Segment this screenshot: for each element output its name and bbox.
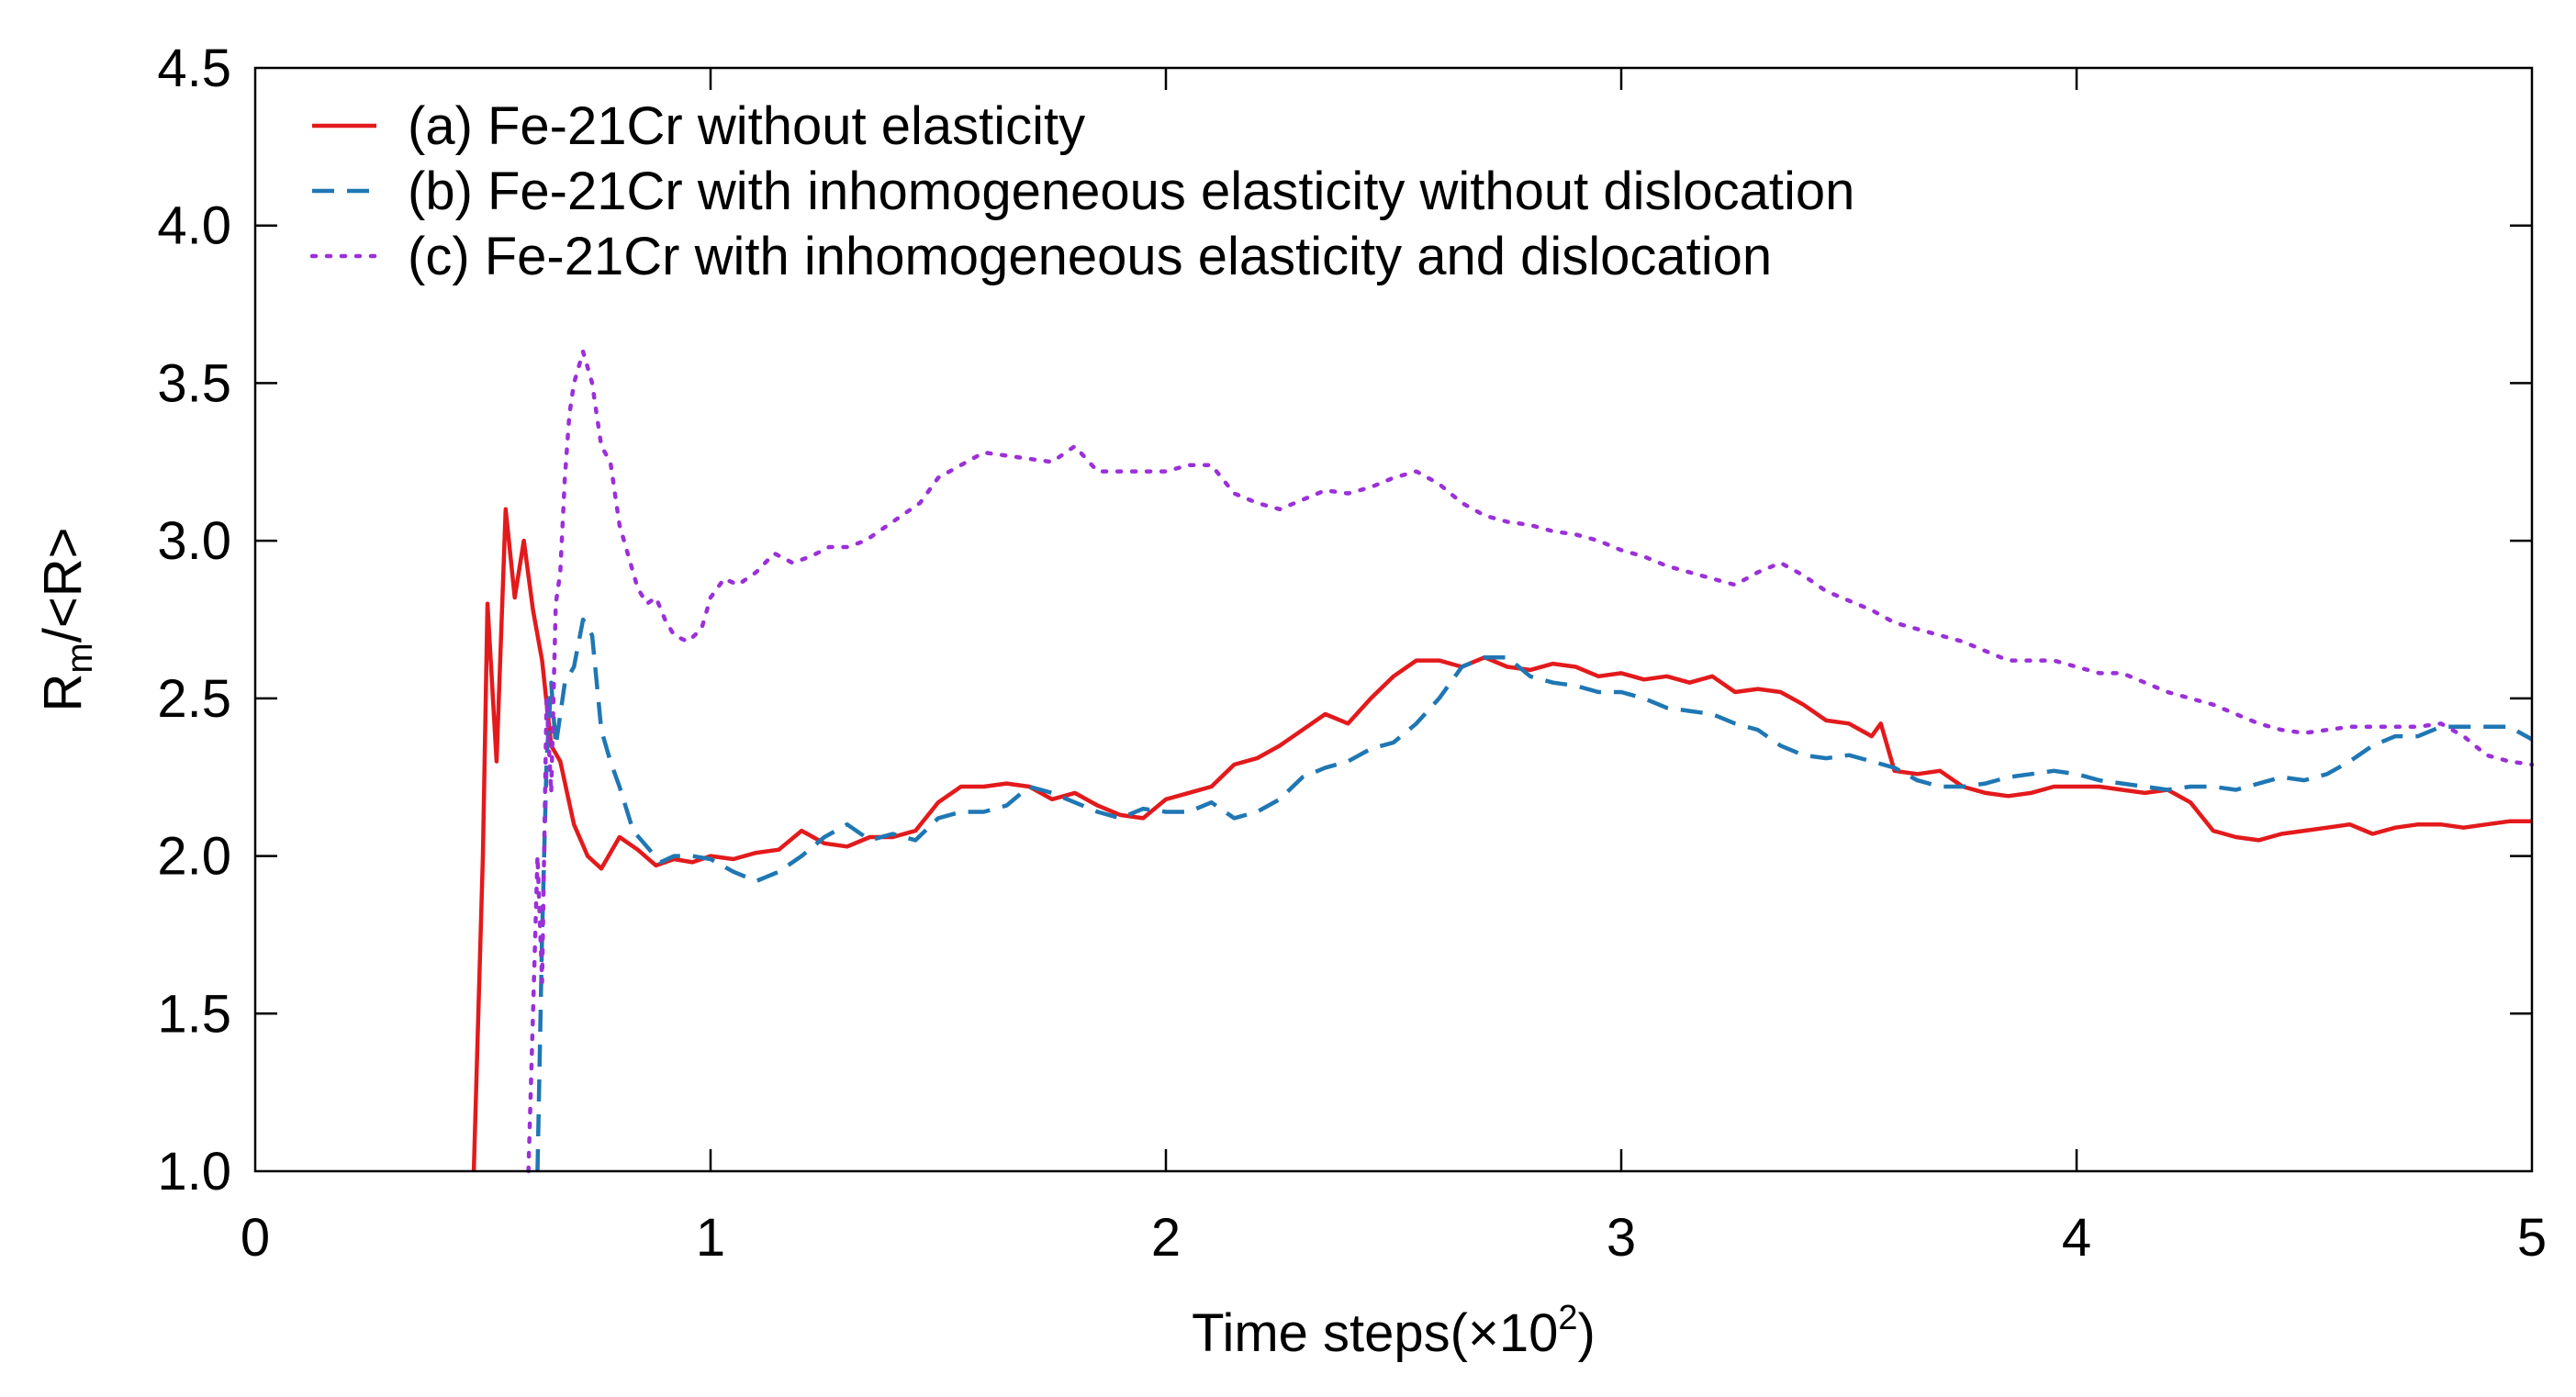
- x-tick-label: 2: [1151, 1208, 1181, 1268]
- x-tick-label: 5: [2517, 1208, 2547, 1268]
- y-tick-label: 3.5: [157, 353, 231, 413]
- axes-layer: 0 1 2 3 4 5 1.0 1.5 2.0 2.5 3.0 3.5 4.0 4.5: [157, 39, 2547, 1268]
- x-axis-title-main: Time steps(×10: [1192, 1303, 1558, 1363]
- y-tick-label: 1.5: [157, 984, 231, 1044]
- y-axis-title-main: R: [33, 674, 93, 712]
- y-tick-label: 4.0: [157, 196, 231, 256]
- legend: (a) Fe-21Cr without elasticity (b) Fe-21C…: [309, 96, 1854, 286]
- series-line-b: [535, 617, 2534, 1172]
- legend-label-a: (a) Fe-21Cr without elasticity: [408, 96, 1085, 156]
- x-tick-label: 1: [696, 1208, 725, 1268]
- y-tick-label: 3.0: [157, 511, 231, 571]
- series-layer: [471, 349, 2535, 1174]
- y-axis-title: Rm/<R>: [33, 528, 100, 712]
- y-axis-title-subscript: m: [60, 643, 100, 673]
- x-axis-title-exponent: 2: [1558, 1299, 1577, 1337]
- x-tick-label: 4: [2062, 1208, 2091, 1268]
- x-axis-title: Time steps(×102): [1192, 1299, 1596, 1363]
- plot-frame: [253, 66, 2534, 1173]
- legend-label-b: (b) Fe-21Cr with inhomogeneous elasticit…: [408, 162, 1854, 221]
- x-tick-label: 0: [241, 1208, 270, 1268]
- legend-label-c: (c) Fe-21Cr with inhomogeneous elasticit…: [408, 227, 1772, 286]
- y-tick-label: 4.5: [157, 39, 231, 98]
- x-tick-label: 3: [1607, 1208, 1636, 1268]
- series-line-c: [526, 349, 2535, 1174]
- y-tick-label: 1.0: [157, 1142, 231, 1201]
- y-axis-title-rest: /<R>: [33, 528, 93, 643]
- y-tick-label: 2.0: [157, 827, 231, 887]
- series-line-a: [471, 507, 2532, 1172]
- y-tick-label: 2.5: [157, 669, 231, 729]
- x-axis-title-close: ): [1578, 1303, 1596, 1363]
